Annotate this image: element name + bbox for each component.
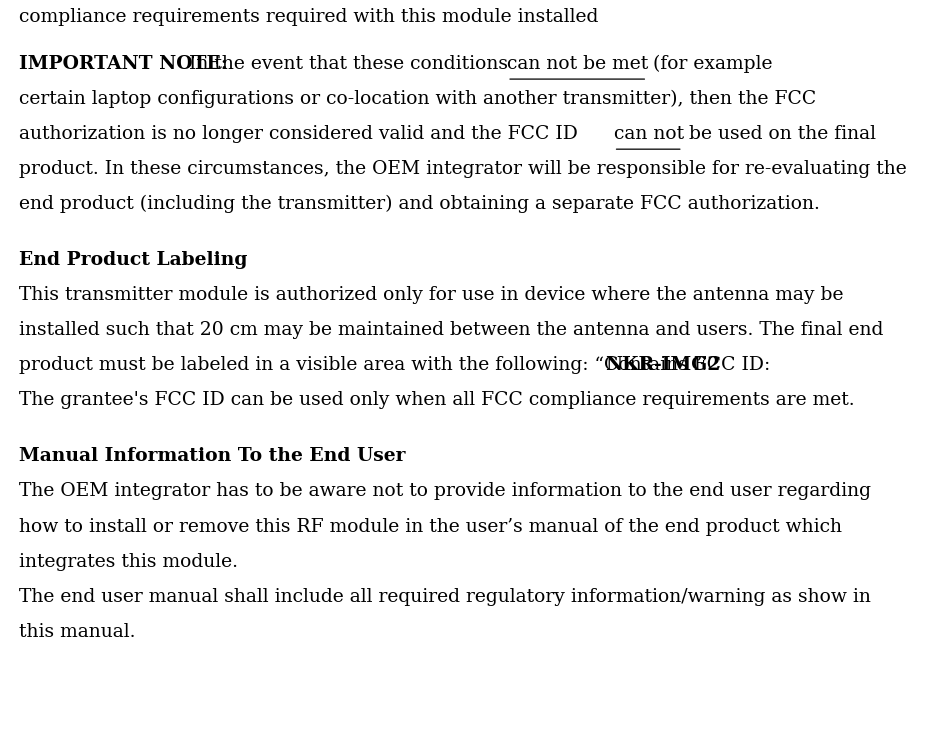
Text: product. In these circumstances, the OEM integrator will be responsible for re-e: product. In these circumstances, the OEM… xyxy=(19,160,906,178)
Text: can not be met: can not be met xyxy=(507,55,648,73)
Text: IMPORTANT NOTE:: IMPORTANT NOTE: xyxy=(19,55,228,73)
Text: (for example: (for example xyxy=(647,55,772,73)
Text: product must be labeled in a visible area with the following: “Contains FCC ID:: product must be labeled in a visible are… xyxy=(19,356,776,374)
Text: The grantee's FCC ID can be used only when all FCC compliance requirements are m: The grantee's FCC ID can be used only wh… xyxy=(19,391,855,410)
Text: compliance requirements required with this module installed: compliance requirements required with th… xyxy=(19,8,598,26)
Text: End Product Labeling: End Product Labeling xyxy=(19,251,248,269)
Text: integrates this module.: integrates this module. xyxy=(19,553,237,571)
Text: end product (including the transmitter) and obtaining a separate FCC authorizati: end product (including the transmitter) … xyxy=(19,195,819,213)
Text: certain laptop configurations or co-location with another transmitter), then the: certain laptop configurations or co-loca… xyxy=(19,90,816,108)
Text: The OEM integrator has to be aware not to provide information to the end user re: The OEM integrator has to be aware not t… xyxy=(19,483,870,501)
Text: be used on the final: be used on the final xyxy=(683,125,876,143)
Text: ”.: ”. xyxy=(693,356,708,374)
Text: This transmitter module is authorized only for use in device where the antenna m: This transmitter module is authorized on… xyxy=(19,286,843,304)
Text: this manual.: this manual. xyxy=(19,623,135,641)
Text: how to install or remove this RF module in the user’s manual of the end product : how to install or remove this RF module … xyxy=(19,518,842,536)
Text: NKR-IMG2: NKR-IMG2 xyxy=(605,356,720,374)
Text: can not: can not xyxy=(614,125,684,143)
Text: In the event that these conditions: In the event that these conditions xyxy=(183,55,514,73)
Text: authorization is no longer considered valid and the FCC ID: authorization is no longer considered va… xyxy=(19,125,584,143)
Text: Manual Information To the End User: Manual Information To the End User xyxy=(19,447,405,466)
Text: The end user manual shall include all required regulatory information/warning as: The end user manual shall include all re… xyxy=(19,588,870,606)
Text: installed such that 20 cm may be maintained between the antenna and users. The f: installed such that 20 cm may be maintai… xyxy=(19,321,883,339)
